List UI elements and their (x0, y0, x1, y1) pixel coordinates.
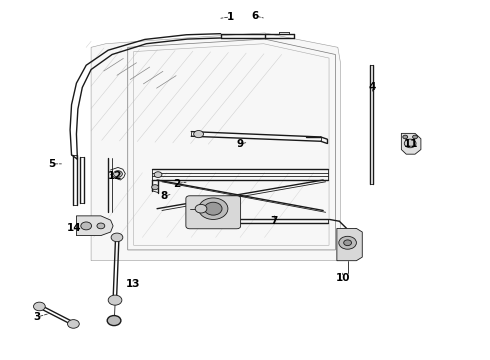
Text: 7: 7 (270, 216, 278, 226)
Text: 1: 1 (227, 12, 234, 22)
Polygon shape (401, 134, 421, 154)
Circle shape (204, 202, 222, 215)
Polygon shape (76, 216, 113, 235)
Text: 4: 4 (368, 82, 376, 92)
Text: 10: 10 (336, 273, 350, 283)
Circle shape (339, 236, 356, 249)
Text: 2: 2 (173, 179, 180, 189)
Text: 13: 13 (125, 279, 140, 289)
Circle shape (114, 171, 122, 177)
Circle shape (97, 223, 105, 229)
Polygon shape (91, 33, 340, 261)
Text: 8: 8 (161, 191, 168, 201)
Circle shape (68, 320, 79, 328)
Text: 12: 12 (108, 171, 123, 181)
Circle shape (403, 135, 408, 139)
Text: 14: 14 (67, 224, 81, 233)
Polygon shape (337, 228, 362, 261)
Circle shape (152, 185, 159, 190)
Text: 5: 5 (49, 159, 56, 169)
Text: 11: 11 (404, 139, 418, 149)
Circle shape (81, 222, 92, 230)
Circle shape (154, 172, 162, 177)
FancyBboxPatch shape (186, 196, 241, 229)
Circle shape (111, 233, 123, 242)
Circle shape (198, 198, 228, 220)
Circle shape (107, 316, 121, 325)
Text: 9: 9 (237, 139, 244, 149)
Circle shape (194, 131, 203, 138)
Circle shape (108, 295, 122, 305)
Text: 6: 6 (251, 11, 258, 21)
Circle shape (413, 135, 417, 139)
Circle shape (33, 302, 45, 311)
Circle shape (343, 240, 351, 246)
Circle shape (404, 139, 416, 148)
Text: 3: 3 (34, 312, 41, 322)
Circle shape (195, 204, 207, 213)
